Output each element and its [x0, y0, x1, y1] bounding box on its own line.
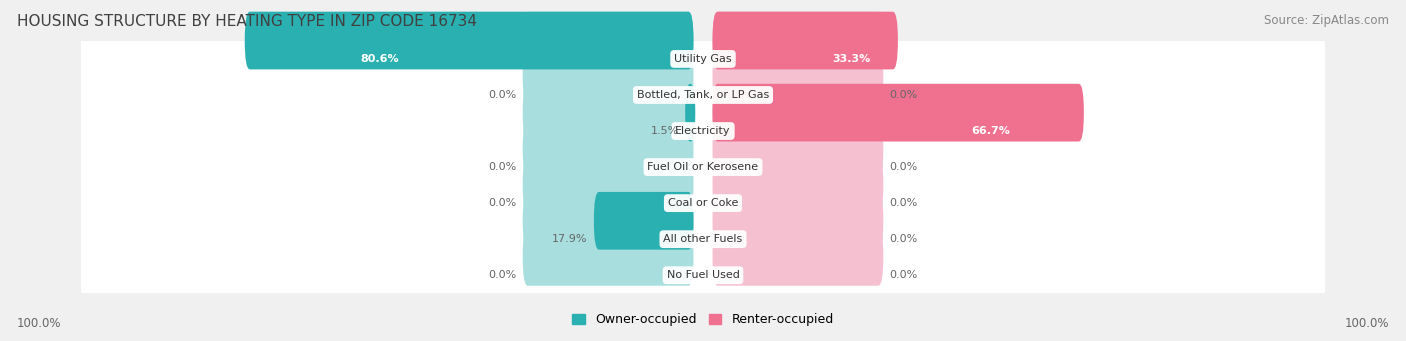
- FancyBboxPatch shape: [523, 12, 693, 70]
- Text: Source: ZipAtlas.com: Source: ZipAtlas.com: [1264, 14, 1389, 27]
- Text: 0.0%: 0.0%: [890, 90, 918, 100]
- FancyBboxPatch shape: [713, 192, 883, 250]
- FancyBboxPatch shape: [82, 33, 1324, 85]
- FancyBboxPatch shape: [82, 177, 1324, 229]
- Text: 100.0%: 100.0%: [17, 317, 62, 330]
- Text: 0.0%: 0.0%: [488, 90, 516, 100]
- FancyBboxPatch shape: [82, 249, 1324, 301]
- Text: No Fuel Used: No Fuel Used: [666, 270, 740, 280]
- Text: 100.0%: 100.0%: [1344, 317, 1389, 330]
- Text: 0.0%: 0.0%: [488, 162, 516, 172]
- Text: 80.6%: 80.6%: [360, 54, 399, 64]
- Text: 66.7%: 66.7%: [972, 126, 1011, 136]
- FancyBboxPatch shape: [713, 12, 898, 70]
- Text: Coal or Coke: Coal or Coke: [668, 198, 738, 208]
- FancyBboxPatch shape: [685, 84, 696, 142]
- FancyBboxPatch shape: [713, 156, 883, 213]
- Text: 0.0%: 0.0%: [890, 270, 918, 280]
- FancyBboxPatch shape: [245, 12, 693, 70]
- FancyBboxPatch shape: [713, 84, 1084, 142]
- FancyBboxPatch shape: [713, 228, 883, 286]
- FancyBboxPatch shape: [82, 105, 1324, 157]
- FancyBboxPatch shape: [523, 156, 693, 213]
- Text: Utility Gas: Utility Gas: [675, 54, 731, 64]
- FancyBboxPatch shape: [523, 48, 693, 105]
- Text: 0.0%: 0.0%: [488, 270, 516, 280]
- FancyBboxPatch shape: [82, 141, 1324, 193]
- FancyBboxPatch shape: [523, 120, 693, 178]
- FancyBboxPatch shape: [523, 192, 693, 250]
- Text: 0.0%: 0.0%: [890, 162, 918, 172]
- Text: Electricity: Electricity: [675, 126, 731, 136]
- Text: Bottled, Tank, or LP Gas: Bottled, Tank, or LP Gas: [637, 90, 769, 100]
- FancyBboxPatch shape: [82, 213, 1324, 265]
- Text: All other Fuels: All other Fuels: [664, 234, 742, 244]
- FancyBboxPatch shape: [713, 48, 883, 105]
- Text: 0.0%: 0.0%: [488, 198, 516, 208]
- Text: 1.5%: 1.5%: [651, 126, 679, 136]
- Text: HOUSING STRUCTURE BY HEATING TYPE IN ZIP CODE 16734: HOUSING STRUCTURE BY HEATING TYPE IN ZIP…: [17, 14, 477, 29]
- Text: Fuel Oil or Kerosene: Fuel Oil or Kerosene: [647, 162, 759, 172]
- FancyBboxPatch shape: [713, 84, 883, 142]
- FancyBboxPatch shape: [82, 69, 1324, 121]
- FancyBboxPatch shape: [713, 120, 883, 178]
- Text: 17.9%: 17.9%: [553, 234, 588, 244]
- FancyBboxPatch shape: [523, 228, 693, 286]
- FancyBboxPatch shape: [713, 12, 883, 70]
- Text: 0.0%: 0.0%: [890, 234, 918, 244]
- FancyBboxPatch shape: [523, 84, 693, 142]
- FancyBboxPatch shape: [593, 192, 693, 250]
- Text: 33.3%: 33.3%: [832, 54, 870, 64]
- Legend: Owner-occupied, Renter-occupied: Owner-occupied, Renter-occupied: [568, 308, 838, 331]
- Text: 0.0%: 0.0%: [890, 198, 918, 208]
